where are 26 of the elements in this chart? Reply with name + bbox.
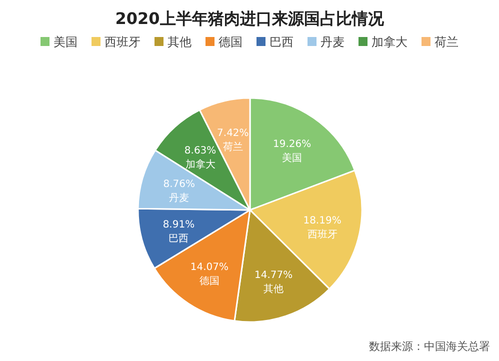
data-label: 7.42% bbox=[217, 128, 249, 140]
legend-label: 巴西 bbox=[270, 35, 294, 49]
slice-label: 德国 bbox=[199, 276, 220, 287]
legend-label: 其他 bbox=[168, 35, 192, 49]
legend-label: 加拿大 bbox=[372, 35, 408, 49]
legend-label: 丹麦 bbox=[320, 35, 344, 49]
slice-label: 西班牙 bbox=[307, 228, 338, 240]
chart-title: 2020上半年猪肉进口来源国占比情况 bbox=[115, 9, 385, 28]
slice-label: 巴西 bbox=[168, 234, 189, 245]
data-label: 14.77% bbox=[254, 270, 293, 282]
data-label: 19.26% bbox=[272, 139, 312, 150]
slice-label: 美国 bbox=[282, 152, 302, 164]
source-note: 数据来源：中国海关总署 bbox=[369, 340, 490, 353]
slice-label: 其他 bbox=[264, 283, 284, 296]
data-label: 14.07% bbox=[190, 262, 228, 273]
slice-label: 丹麦 bbox=[169, 192, 190, 204]
legend-label: 荷兰 bbox=[434, 35, 458, 49]
data-label: 8.76% bbox=[163, 179, 195, 190]
legend-label: 美国 bbox=[54, 35, 78, 49]
slice-label: 荷兰 bbox=[222, 141, 243, 154]
data-label: 18.19% bbox=[303, 215, 342, 226]
slice-label: 加拿大 bbox=[185, 158, 216, 170]
data-label: 8.91% bbox=[162, 220, 195, 231]
legend-label: 德国 bbox=[218, 35, 242, 49]
data-label: 8.63% bbox=[184, 145, 216, 156]
legend-label: 西班牙 bbox=[104, 35, 140, 49]
